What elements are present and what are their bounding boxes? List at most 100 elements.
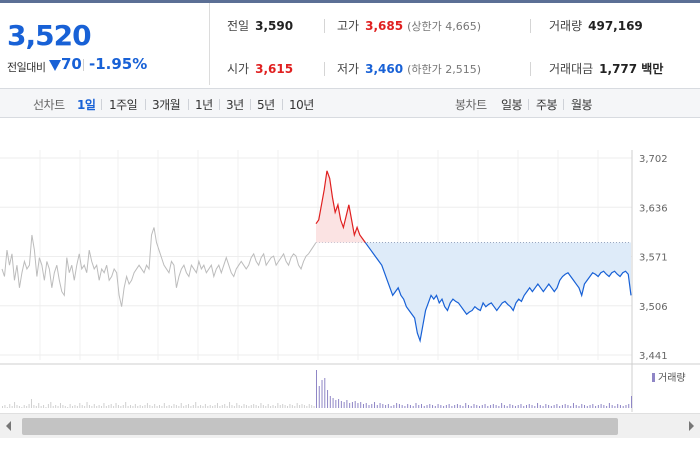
stat-prev-close: 전일 3,590 xyxy=(227,17,293,34)
volume-bar xyxy=(28,404,30,408)
volume-bar xyxy=(473,404,475,408)
volume-bar xyxy=(248,406,250,408)
volume-bar xyxy=(272,405,274,408)
volume-bar xyxy=(93,404,95,408)
period-3m[interactable]: 3개월 xyxy=(152,98,181,112)
volume-legend-label: 거래량 xyxy=(658,372,686,384)
today-line-below-reference xyxy=(364,242,632,343)
volume-bar xyxy=(371,404,373,408)
candle-monthly[interactable]: 월봉 xyxy=(571,98,593,112)
volume-bar xyxy=(509,404,511,408)
volume-bar xyxy=(495,405,497,408)
volume-bar xyxy=(245,405,247,408)
scroll-right-icon[interactable] xyxy=(689,421,694,431)
volume-bar xyxy=(11,406,13,408)
volume-bar xyxy=(338,399,340,408)
volume-bar xyxy=(606,406,608,408)
volume-bar xyxy=(451,406,453,408)
scroll-thumb[interactable] xyxy=(22,418,618,435)
volume-bar xyxy=(149,405,151,408)
divider xyxy=(528,99,529,110)
volume-bar xyxy=(233,406,235,408)
volume-bar xyxy=(409,405,411,408)
period-5y[interactable]: 5년 xyxy=(257,98,275,112)
volume-bar xyxy=(506,406,508,408)
volume-bar xyxy=(335,400,337,408)
stat-label: 시가 xyxy=(227,62,250,76)
horizontal-scrollbar[interactable] xyxy=(0,413,700,438)
volume-bar xyxy=(456,404,458,408)
divider xyxy=(101,99,102,110)
stat-amount: 거래대금 1,777 백만 xyxy=(549,60,663,77)
volume-bar xyxy=(79,403,81,408)
candle-weekly[interactable]: 주봉 xyxy=(536,98,558,112)
volume-bar xyxy=(617,404,619,408)
volume-bar xyxy=(204,404,206,408)
volume-bar xyxy=(296,403,298,408)
volume-bar xyxy=(178,406,180,408)
volume-bar xyxy=(534,406,536,408)
volume-bar xyxy=(321,380,323,408)
volume-bar xyxy=(207,406,209,408)
volume-bar xyxy=(368,405,370,408)
volume-bar xyxy=(501,403,503,408)
volume-bar xyxy=(567,405,569,408)
volume-bar xyxy=(76,406,78,408)
volume-bar xyxy=(226,406,228,408)
volume-bar xyxy=(398,404,400,408)
period-3y[interactable]: 3년 xyxy=(226,98,244,112)
volume-bar xyxy=(318,386,320,408)
volume-bar xyxy=(187,404,189,408)
volume-bar xyxy=(619,405,621,408)
volume-bar xyxy=(595,406,597,408)
volume-bar xyxy=(351,402,353,408)
volume-bar xyxy=(4,405,6,408)
volume-bar xyxy=(340,401,342,408)
volume-bar xyxy=(575,405,577,408)
volume-bar xyxy=(64,406,66,408)
volume-bar xyxy=(316,370,317,408)
volume-bar xyxy=(229,402,231,408)
volume-bar xyxy=(572,403,574,408)
volume-bar xyxy=(448,404,450,408)
volume-bar xyxy=(376,405,378,408)
volume-bar xyxy=(299,405,301,408)
volume-bar xyxy=(291,405,293,408)
divider xyxy=(530,62,531,76)
volume-bar xyxy=(168,405,170,408)
stat-label: 거래량 xyxy=(549,19,583,33)
volume-bar xyxy=(159,405,160,408)
volume-bar xyxy=(365,403,367,408)
stat-value: 3,460 xyxy=(365,62,404,76)
volume-bar xyxy=(67,407,69,408)
candle-daily[interactable]: 일봉 xyxy=(501,98,523,112)
period-1w[interactable]: 1주일 xyxy=(109,98,138,112)
volume-bar xyxy=(241,406,243,408)
volume-bar xyxy=(548,405,550,408)
volume-bar xyxy=(628,404,630,408)
volume-bar xyxy=(570,406,572,408)
volume-bar xyxy=(559,406,561,408)
period-10y[interactable]: 10년 xyxy=(289,98,314,112)
y-tick-label: 3,506 xyxy=(639,302,668,313)
volume-bar xyxy=(250,405,252,408)
volume-bar xyxy=(385,405,387,408)
volume-bar xyxy=(265,406,267,408)
volume-bar xyxy=(412,406,414,408)
volume-bar xyxy=(23,405,25,408)
volume-bar xyxy=(584,405,586,408)
volume-bar xyxy=(185,405,187,408)
down-triangle-icon xyxy=(49,60,61,71)
divider xyxy=(324,62,325,76)
volume-bar xyxy=(476,405,478,408)
period-1d[interactable]: 1일 xyxy=(77,98,96,112)
volume-bar xyxy=(88,405,90,408)
scroll-left-icon[interactable] xyxy=(6,421,11,431)
stat-label: 고가 xyxy=(337,19,360,33)
volume-bar xyxy=(52,406,54,408)
stat-value: 1,777 백만 xyxy=(599,62,664,76)
volume-bar xyxy=(490,405,492,408)
volume-bar xyxy=(586,406,588,408)
period-1y[interactable]: 1년 xyxy=(195,98,213,112)
volume-bar xyxy=(40,406,42,408)
